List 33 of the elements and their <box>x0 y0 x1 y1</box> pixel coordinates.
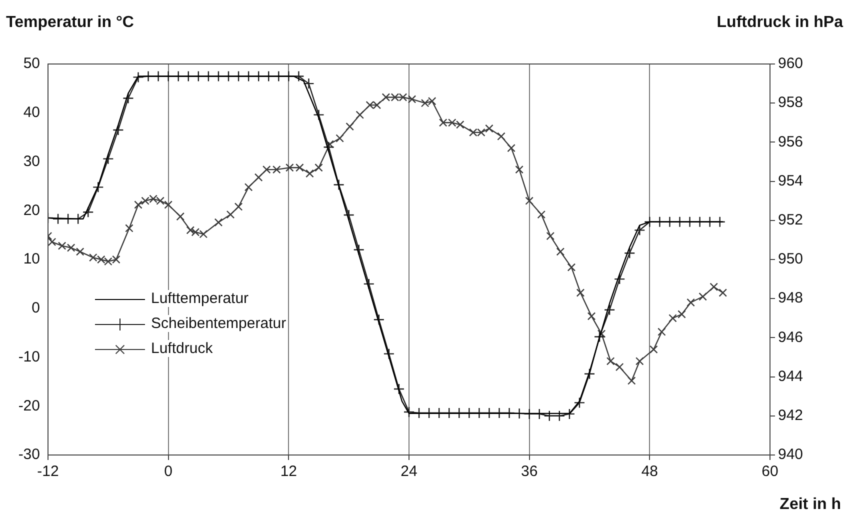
y2-tick-label: 948 <box>778 290 804 307</box>
x-tick-label: 60 <box>762 463 778 480</box>
legend-label: Lufttemperatur <box>149 290 251 307</box>
x-tick-label: 0 <box>164 463 173 480</box>
legend-label: Luftdruck <box>149 340 215 357</box>
x-tick-label: 36 <box>520 463 538 480</box>
y-axis-title: Temperatur in °C <box>6 14 134 32</box>
x-tick-label: -12 <box>37 463 59 480</box>
y-tick-label: 30 <box>23 152 40 170</box>
y-tick-label: -20 <box>18 397 40 414</box>
y2-tick-label: 954 <box>778 172 804 190</box>
x-axis-title: Zeit in h <box>780 496 841 514</box>
y2-tick-label: 958 <box>778 94 804 112</box>
y2-tick-label: 942 <box>778 407 804 424</box>
y-tick-label: 50 <box>23 55 40 72</box>
y-tick-label: 20 <box>23 202 40 219</box>
y-tick-label: -10 <box>18 348 40 366</box>
y2-tick-label: 960 <box>778 55 804 72</box>
y-tick-label: 10 <box>23 250 40 268</box>
x-tick-label: 12 <box>280 463 298 480</box>
y2-tick-label: 940 <box>778 446 804 464</box>
y-tick-label: 40 <box>23 104 40 122</box>
y2-axis-title: Luftdruck in hPa <box>716 14 843 32</box>
x-tick-label: 24 <box>400 463 418 480</box>
y-tick-label: 0 <box>32 300 40 317</box>
y2-tick-label: 952 <box>778 212 804 229</box>
legend-label: Scheibentemperatur <box>149 315 288 332</box>
y2-tick-label: 946 <box>778 328 804 346</box>
y2-tick-label: 944 <box>778 368 804 385</box>
y2-tick-label: 950 <box>778 250 804 268</box>
y-tick-label: -30 <box>18 446 40 464</box>
x-tick-label: 48 <box>641 463 658 480</box>
y2-tick-label: 956 <box>778 133 804 150</box>
